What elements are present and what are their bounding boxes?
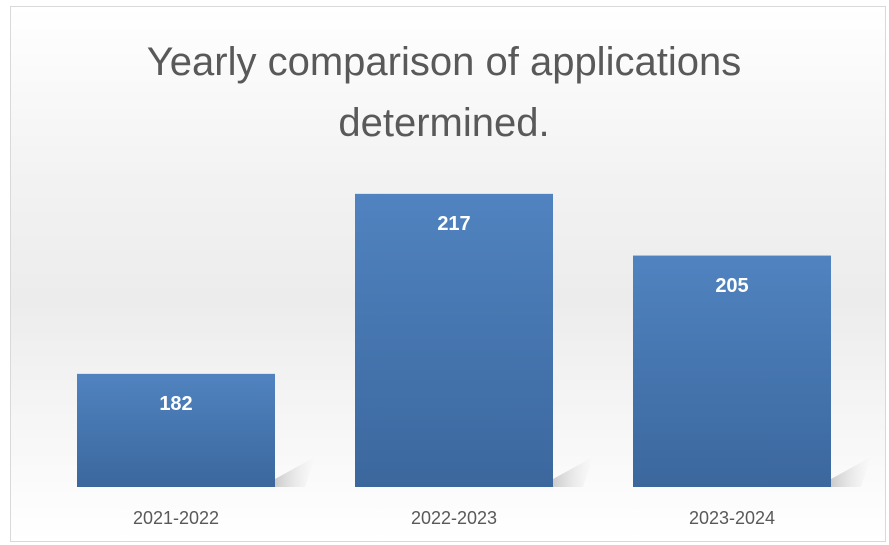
value-label: 217 <box>437 213 470 235</box>
bar-shadow <box>553 457 593 487</box>
bar <box>77 373 275 487</box>
x-tick-label: 2023-2024 <box>689 508 775 528</box>
bar-shadow <box>275 457 315 487</box>
x-tick-label: 2021-2022 <box>133 508 219 528</box>
value-label: 182 <box>159 393 192 415</box>
value-label: 205 <box>715 275 748 297</box>
chart-title: Yearly comparison of applications determ… <box>146 40 742 145</box>
bar <box>355 193 553 487</box>
bar <box>633 255 831 487</box>
x-tick-label: 2022-2023 <box>411 508 497 528</box>
bar-shadow <box>831 457 871 487</box>
